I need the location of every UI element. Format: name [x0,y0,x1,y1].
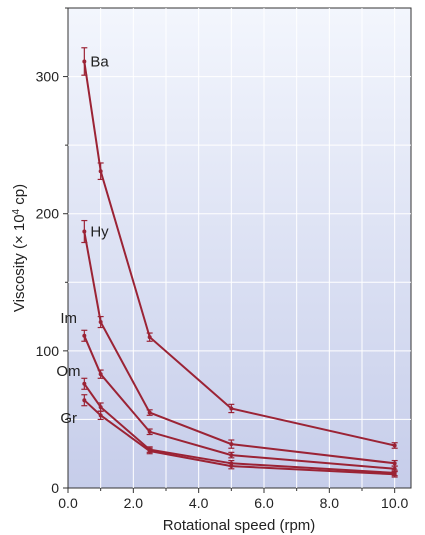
series-gr: Gr [60,394,398,478]
y-tick-label: 100 [36,343,60,359]
series-label: Ba [90,53,109,70]
axes: 0.0 2.0 4.0 6.0 8.0 10.0 0 100 200 300 [36,7,409,511]
series-label: Hy [90,224,109,241]
data-point [98,320,103,325]
data-point [98,405,103,410]
y-tick-label: 300 [36,69,60,85]
series-im: Im [60,310,398,473]
data-point [147,335,152,340]
y-axis-title-suffix: cp) [11,184,28,209]
series-ba: Ba [81,47,398,449]
data-point [229,464,234,469]
data-point [392,472,397,477]
series-label: Gr [60,410,77,427]
series-label: Im [60,310,77,327]
data-point [147,448,152,453]
x-axis-title: Rotational speed (rpm) [163,517,316,534]
series-label: Om [56,363,80,380]
gridlines [68,8,411,488]
data-point [98,413,103,418]
x-tick-label: 2.0 [124,495,144,511]
data-point [392,443,397,448]
x-tick-label: 10.0 [381,495,408,511]
data-point [82,59,87,64]
y-tick-label: 0 [51,480,59,496]
y-axis-title-sup: 4 [11,208,22,214]
x-tick-label: 4.0 [189,495,209,511]
series-hy: Hy [81,219,398,467]
y-axis-title: Viscosity (× 104 cp) [11,184,29,312]
y-axis-title-prefix: Viscosity (× 10 [11,214,28,312]
data-point [82,381,87,386]
data-point [392,461,397,466]
x-tick-label: 8.0 [320,495,340,511]
y-tick-label: 200 [36,206,60,222]
data-point [82,398,87,403]
plot-area [67,7,412,489]
data-point [229,453,234,458]
x-tick-label: 0.0 [58,495,78,511]
data-point [147,429,152,434]
data-point [229,442,234,447]
data-point [229,406,234,411]
data-point [147,410,152,415]
x-tick-label: 6.0 [254,495,274,511]
data-point [98,169,103,174]
data-point [82,229,87,234]
data-point [82,333,87,338]
data-point [98,372,103,377]
series-lines: Ba Hy Im Om Gr [56,47,398,478]
